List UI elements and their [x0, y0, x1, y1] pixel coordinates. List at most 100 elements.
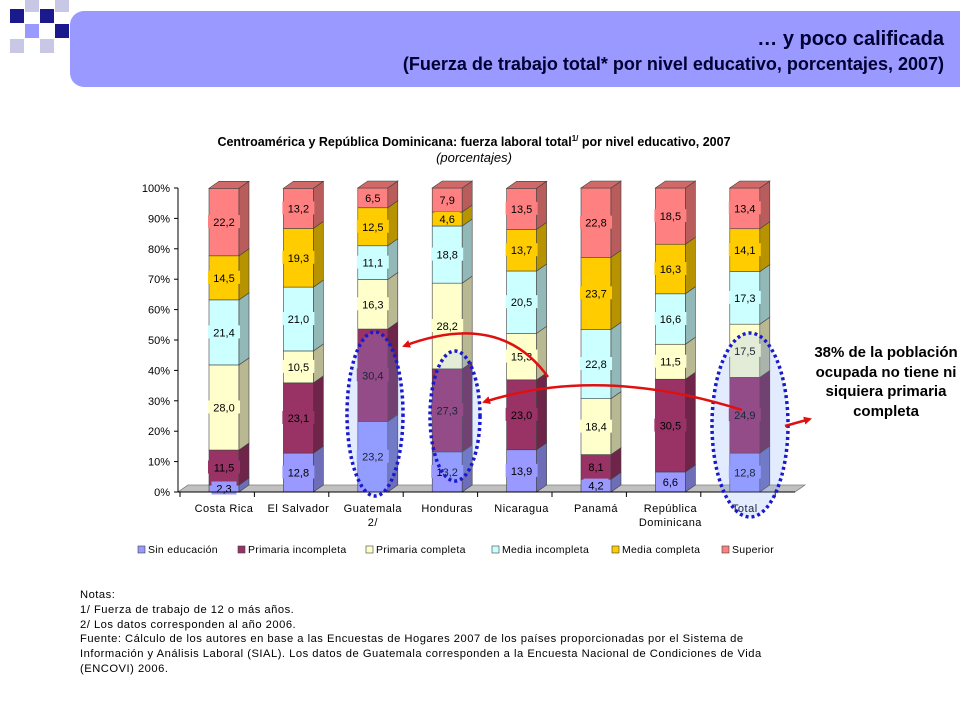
data-label: 12,5	[362, 222, 383, 234]
bar-segment-side	[685, 236, 696, 295]
legend: Sin educación Primaria incompleta Primaria…	[137, 544, 774, 556]
data-label: 12,8	[734, 468, 755, 480]
data-label-bg	[505, 349, 538, 363]
x-tick-label: 2/	[368, 517, 379, 529]
data-label-bg	[654, 418, 687, 432]
data-label-bg	[728, 243, 761, 257]
data-label-bg	[282, 312, 315, 326]
bar-segment-side	[685, 286, 696, 345]
bar-top	[431, 180, 474, 189]
data-label: 17,3	[734, 293, 755, 305]
bar-segment-side	[238, 248, 250, 301]
data-label: 24,9	[734, 410, 755, 422]
data-label-bg	[654, 354, 687, 368]
data-label-bg	[580, 419, 612, 433]
slide-title: … y poco calificada	[757, 28, 944, 50]
data-label-bg	[282, 410, 315, 424]
header-banner: … y poco calificada (Fuerza de trabajo t…	[70, 11, 960, 87]
note-line: 1/ Fuerza de trabajo de 12 o más años.	[80, 603, 295, 616]
data-label-bg	[431, 247, 464, 261]
data-label: 20,5	[511, 297, 532, 309]
bar-segment-side	[536, 221, 547, 272]
data-label: 11,5	[214, 463, 235, 475]
bar-segment-side	[536, 180, 547, 230]
highlight-ellipse	[428, 349, 482, 483]
data-label: 8,1	[588, 462, 603, 474]
decorative-square	[25, 0, 39, 12]
data-label-bg	[728, 465, 761, 479]
decorative-square	[55, 24, 69, 38]
data-label: 27,3	[436, 405, 457, 417]
data-label-bg	[580, 215, 612, 229]
chart-title: Centroamérica y República Dominicana: fu…	[217, 134, 730, 149]
data-label: 14,1	[734, 245, 755, 257]
y-tick-label: 70%	[148, 274, 170, 286]
bar-segment-side	[759, 180, 771, 230]
data-label: 14,5	[213, 273, 234, 285]
bar-segment-side	[536, 442, 547, 493]
bar-segment-side	[759, 221, 771, 273]
highlight-ellipse	[345, 330, 405, 498]
bar-segment-side	[610, 180, 622, 258]
bar-segment-side	[685, 180, 696, 245]
legend-swatch	[491, 545, 500, 554]
data-label: 2,3	[216, 484, 231, 496]
data-label: 7,9	[440, 195, 455, 207]
data-label: 28,2	[436, 321, 457, 333]
bar-top	[728, 180, 771, 189]
chart-title-group: Centroamérica y República Dominicana: fu…	[217, 134, 730, 165]
decorative-square	[40, 9, 54, 23]
y-tick-label: 10%	[148, 457, 170, 469]
x-tick-label: El Salvador	[268, 503, 330, 515]
data-label: 21,4	[213, 327, 234, 339]
bar-segment-side	[685, 371, 696, 473]
data-label-bg	[580, 357, 612, 371]
data-label-bg	[431, 403, 464, 417]
bar-segment-side	[313, 279, 324, 352]
data-label-bg	[208, 270, 240, 284]
data-label-bg	[282, 359, 315, 373]
note-line: 2/ Los datos corresponden al año 2006.	[80, 618, 297, 631]
data-label-bg	[580, 286, 612, 300]
data-label: 13,5	[511, 204, 532, 216]
bar-top	[505, 181, 548, 189]
data-label-bg	[434, 212, 460, 226]
note-line: Notas:	[80, 589, 116, 601]
slide-subtitle: (Fuerza de trabajo total* por nivel educ…	[402, 54, 944, 74]
legend-label: Superior	[732, 544, 774, 556]
data-label: 6,5	[365, 193, 380, 205]
data-label: 6,6	[663, 477, 678, 489]
callout-arrow	[784, 416, 812, 428]
data-label-bg	[282, 250, 315, 264]
data-label-bg	[654, 262, 687, 276]
annotation-overlays	[345, 330, 812, 519]
data-label-bg	[505, 201, 538, 215]
data-label: 16,3	[362, 299, 383, 311]
chart-subtitle: (porcentajes)	[436, 150, 512, 165]
chart-floor	[176, 484, 807, 493]
bar-segment-side	[238, 292, 250, 366]
y-tick-label: 50%	[148, 335, 170, 347]
data-label: 4,2	[588, 481, 603, 493]
bar-segment-side	[313, 375, 324, 454]
data-label-bg	[211, 481, 237, 495]
data-label-bg	[505, 243, 538, 257]
data-label: 22,8	[585, 218, 606, 230]
data-label-bg	[282, 465, 315, 479]
bar-top	[282, 181, 325, 189]
data-label-bg	[282, 201, 315, 215]
x-tick-label: Panamá	[574, 503, 618, 515]
decorative-square	[40, 39, 54, 53]
data-label-bg	[583, 478, 609, 492]
data-label: 18,4	[585, 422, 606, 434]
y-tick-label: 60%	[148, 305, 170, 317]
data-label: 16,6	[660, 314, 681, 326]
data-label: 30,5	[660, 421, 681, 433]
note-line: (ENCOVI) 2006.	[80, 662, 169, 675]
bar-segment-side	[387, 200, 399, 247]
data-label-bg	[657, 474, 683, 488]
bar-top	[580, 180, 622, 189]
data-label: 23,1	[288, 413, 309, 425]
data-label-bg	[434, 193, 460, 207]
